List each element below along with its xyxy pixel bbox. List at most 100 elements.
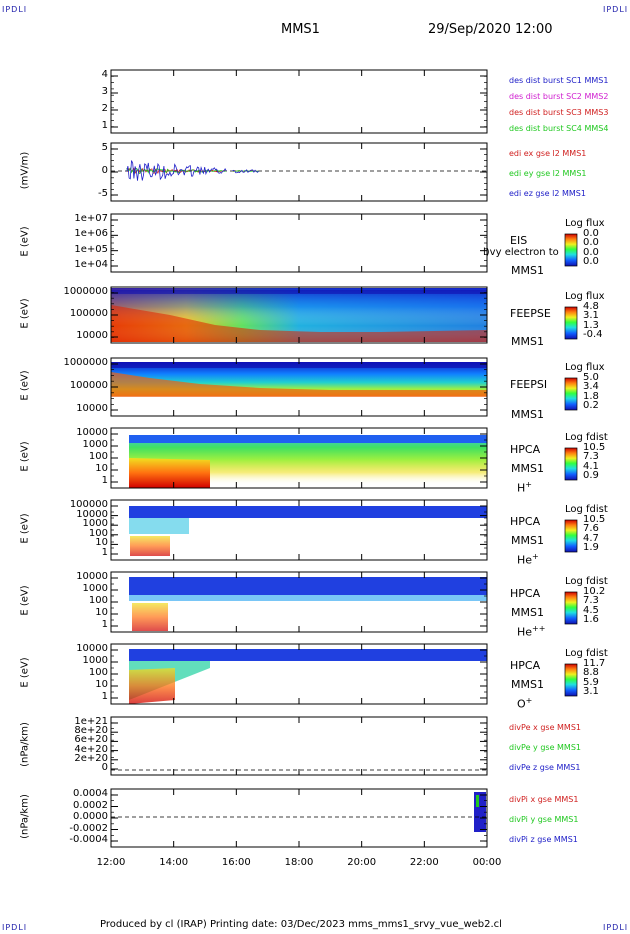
y-tick-label: 10000 <box>76 571 108 582</box>
hpca-h-heatmap <box>129 435 487 488</box>
y-tick-label: 1 <box>101 475 108 486</box>
colorbar-value: 3.1 <box>583 310 599 322</box>
y-tick-label: 0.0000 <box>73 811 108 822</box>
species-label: H+ <box>517 480 532 495</box>
instrument-spacecraft-label: MMS1 <box>511 678 544 691</box>
x-tick-label: 14:00 <box>159 857 189 868</box>
y-tick-label: 3 <box>101 86 108 97</box>
instrument-spacecraft-label: MMS1 <box>511 335 544 348</box>
species-name: H <box>517 481 526 495</box>
colorbar-value: 4.1 <box>583 460 599 472</box>
feepse-heatmap <box>111 288 487 342</box>
species-label: He+ <box>517 552 539 567</box>
panel-frame <box>110 788 488 848</box>
colorbar-value: 1.3 <box>583 319 599 331</box>
series-name: edi ez gse l2 MMS1 <box>509 189 586 198</box>
instrument-spacecraft-label: MMS1 <box>511 264 544 277</box>
y-tick-label: 1e+04 <box>74 259 108 270</box>
y-tick-label: 100000 <box>69 380 108 391</box>
series-name: divPi z gse MMS1 <box>509 835 578 844</box>
instrument-label: HPCA <box>510 659 541 672</box>
colorbar <box>564 377 578 411</box>
y-tick-label: 1 <box>101 547 108 558</box>
y-tick-label: 1e+21 <box>74 716 108 727</box>
y-tick-label: 6e+20 <box>74 734 108 746</box>
colorbar <box>564 306 578 340</box>
instrument-label: HPCA <box>510 587 541 600</box>
y-tick-label: 0.0002 <box>73 799 108 811</box>
colorbar-value: 0.2 <box>583 400 599 412</box>
y-tick-label: 10 <box>95 679 108 690</box>
colorbar-value: 4.5 <box>583 604 599 616</box>
series-name: divPi x gse MMS1 <box>509 795 579 804</box>
legend-entry: des dist burst SC3 MMS3 <box>509 108 609 117</box>
y-axis-label: (mV/m) <box>19 151 31 190</box>
y-tick-label: 1000 <box>82 439 108 450</box>
overlay-text: l)vy electron to <box>483 247 559 258</box>
e-field-trace <box>126 160 259 181</box>
y-axis-label: E (eV) <box>19 370 31 401</box>
colorbar-title: Log fdist <box>565 648 608 659</box>
y-tick-label: 0.0004 <box>73 788 108 799</box>
y-tick-label: 10000 <box>76 508 108 520</box>
y-tick-label: 100 <box>88 451 108 462</box>
species-charge: + <box>525 696 533 705</box>
hpca-o-heatmap <box>129 649 487 704</box>
colorbar-value: 7.3 <box>583 451 599 463</box>
y-axis-label: (nPa/km) <box>19 794 31 839</box>
y-tick-label: 10 <box>95 463 108 474</box>
y-axis-label: E (eV) <box>19 441 31 472</box>
y-tick-label: 100000 <box>69 499 108 510</box>
datetime-label: 29/Sep/2020 12:00 <box>428 22 553 37</box>
y-axis-label: E (eV) <box>19 298 31 329</box>
instrument-spacecraft-label: MMS1 <box>511 408 544 421</box>
series-name: divPe x gse MMS1 <box>509 723 581 732</box>
colorbar-value: 10.5 <box>583 514 606 525</box>
corner-mark-bl: IPDLI <box>2 923 28 932</box>
y-tick-label: 1e+05 <box>74 243 108 255</box>
species-name: O <box>517 697 526 711</box>
y-tick-label: 1000000 <box>63 286 108 297</box>
colorbar-value: 3.4 <box>583 381 599 393</box>
colorbar-title: Log fdist <box>565 432 608 443</box>
colorbar-value: -0.4 <box>583 329 603 341</box>
y-tick-label: 1000 <box>82 518 108 530</box>
y-axis-label: E (eV) <box>19 585 31 616</box>
instrument-spacecraft-label: MMS1 <box>511 462 544 475</box>
corner-mark-tr: IPDLI <box>603 5 629 14</box>
x-tick-label: 18:00 <box>284 857 314 868</box>
colorbar-value: 4.7 <box>583 532 599 544</box>
x-tick-label: 12:00 <box>96 857 126 868</box>
panel-frame <box>110 142 488 202</box>
y-tick-label: 0 <box>101 165 108 176</box>
y-tick-label: 4 <box>101 69 108 80</box>
y-axis-label: E (eV) <box>19 226 31 257</box>
colorbar-value: 4.8 <box>583 301 599 312</box>
colorbar-value: 8.8 <box>583 667 599 679</box>
colorbar-value: 7.6 <box>583 523 599 535</box>
y-tick-label: 100 <box>88 527 108 539</box>
y-tick-label: 1e+06 <box>74 228 108 240</box>
colorbar-value: 0.9 <box>583 470 599 482</box>
colorbar-value: 11.7 <box>583 658 606 669</box>
colorbar-value: 0.0 <box>583 246 599 258</box>
colorbar <box>564 663 578 697</box>
y-tick-label: 10000 <box>76 643 108 654</box>
species-charge: + <box>532 552 539 561</box>
colorbar <box>564 233 578 267</box>
species-label: He++ <box>517 624 545 639</box>
y-axis-label: (nPa/km) <box>19 722 31 767</box>
feepsi-heatmap <box>111 362 487 397</box>
species-name: He <box>517 553 533 567</box>
y-tick-label: 100 <box>88 595 108 606</box>
y-tick-label: 10000 <box>76 330 108 341</box>
y-axis-label: E (eV) <box>19 513 31 544</box>
y-tick-label: 1000 <box>82 583 108 594</box>
colorbar <box>564 591 578 625</box>
colorbar <box>564 447 578 481</box>
panel-frame <box>110 69 488 134</box>
instrument-spacecraft-label: MMS1 <box>511 534 544 547</box>
colorbar-value: 10.2 <box>583 586 606 597</box>
colorbar-value: 7.3 <box>583 595 599 607</box>
legend-entry: des dist burst SC4 MMS4 <box>509 124 609 133</box>
